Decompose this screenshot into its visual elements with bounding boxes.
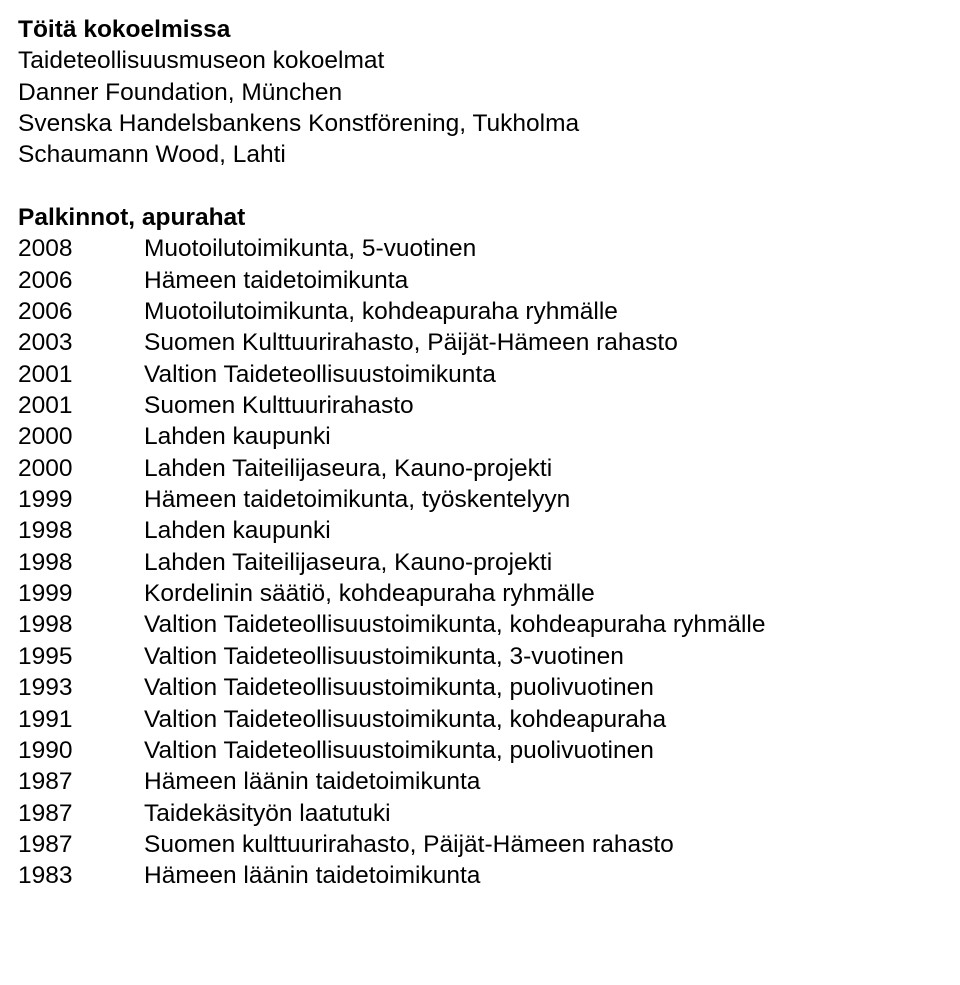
grants-year: 1995	[18, 641, 144, 672]
grants-desc: Valtion Taideteollisuustoimikunta	[144, 359, 496, 390]
grants-year: 2006	[18, 296, 144, 327]
grants-desc: Lahden Taiteilijaseura, Kauno-projekti	[144, 453, 552, 484]
grants-year: 2008	[18, 233, 144, 264]
grants-desc: Valtion Taideteollisuustoimikunta, puoli…	[144, 735, 654, 766]
grants-row: 2000Lahden Taiteilijaseura, Kauno-projek…	[18, 453, 942, 484]
grants-year: 2001	[18, 390, 144, 421]
grants-row: 1999Kordelinin säätiö, kohdeapuraha ryhm…	[18, 578, 942, 609]
grants-row: 1991Valtion Taideteollisuustoimikunta, k…	[18, 704, 942, 735]
grants-row: 2006Muotoilutoimikunta, kohdeapuraha ryh…	[18, 296, 942, 327]
grants-row: 2001Valtion Taideteollisuustoimikunta	[18, 359, 942, 390]
grants-year: 1987	[18, 766, 144, 797]
grants-desc: Valtion Taideteollisuustoimikunta, kohde…	[144, 609, 766, 640]
grants-year: 1998	[18, 547, 144, 578]
grants-desc: Muotoilutoimikunta, kohdeapuraha ryhmäll…	[144, 296, 618, 327]
grants-row: 2008Muotoilutoimikunta, 5-vuotinen	[18, 233, 942, 264]
grants-row: 2006Hämeen taidetoimikunta	[18, 265, 942, 296]
grants-row: 1995Valtion Taideteollisuustoimikunta, 3…	[18, 641, 942, 672]
grants-year: 1993	[18, 672, 144, 703]
grants-desc: Lahden kaupunki	[144, 421, 331, 452]
grants-row: 2001Suomen Kulttuurirahasto	[18, 390, 942, 421]
grants-desc: Kordelinin säätiö, kohdeapuraha ryhmälle	[144, 578, 595, 609]
grants-year: 2003	[18, 327, 144, 358]
grants-year: 1987	[18, 829, 144, 860]
collections-line: Danner Foundation, München	[18, 77, 942, 108]
grants-row: 1990Valtion Taideteollisuustoimikunta, p…	[18, 735, 942, 766]
grants-row: 1987Hämeen läänin taidetoimikunta	[18, 766, 942, 797]
collections-heading: Töitä kokoelmissa	[18, 14, 942, 45]
grants-year: 1991	[18, 704, 144, 735]
grants-year: 1990	[18, 735, 144, 766]
grants-desc: Valtion Taideteollisuustoimikunta, puoli…	[144, 672, 654, 703]
grants-row: 1987Suomen kulttuurirahasto, Päijät-Häme…	[18, 829, 942, 860]
grants-row: 1993Valtion Taideteollisuustoimikunta, p…	[18, 672, 942, 703]
grants-year: 1987	[18, 798, 144, 829]
grants-year: 1999	[18, 484, 144, 515]
grants-desc: Taidekäsityön laatutuki	[144, 798, 391, 829]
grants-year: 1998	[18, 515, 144, 546]
grants-desc: Valtion Taideteollisuustoimikunta, 3-vuo…	[144, 641, 624, 672]
grants-year: 2001	[18, 359, 144, 390]
grants-row: 1998Valtion Taideteollisuustoimikunta, k…	[18, 609, 942, 640]
grants-desc: Hämeen läänin taidetoimikunta	[144, 860, 480, 891]
grants-year: 1999	[18, 578, 144, 609]
collections-line: Svenska Handelsbankens Konstförening, Tu…	[18, 108, 942, 139]
grants-row: 1998Lahden kaupunki	[18, 515, 942, 546]
grants-desc: Hämeen taidetoimikunta, työskentelyyn	[144, 484, 570, 515]
grants-row: 1999Hämeen taidetoimikunta, työskentelyy…	[18, 484, 942, 515]
grants-year: 1983	[18, 860, 144, 891]
grants-row: 1998Lahden Taiteilijaseura, Kauno-projek…	[18, 547, 942, 578]
grants-desc: Suomen Kulttuurirahasto	[144, 390, 414, 421]
grants-row: 2003Suomen Kulttuurirahasto, Päijät-Häme…	[18, 327, 942, 358]
grants-desc: Lahden kaupunki	[144, 515, 331, 546]
grants-year: 2000	[18, 421, 144, 452]
grants-year: 2006	[18, 265, 144, 296]
grants-row: 1987Taidekäsityön laatutuki	[18, 798, 942, 829]
grants-row: 2000Lahden kaupunki	[18, 421, 942, 452]
grants-desc: Suomen Kulttuurirahasto, Päijät-Hämeen r…	[144, 327, 678, 358]
grants-desc: Hämeen taidetoimikunta	[144, 265, 408, 296]
collections-line: Taideteollisuusmuseon kokoelmat	[18, 45, 942, 76]
grants-desc: Hämeen läänin taidetoimikunta	[144, 766, 480, 797]
grants-row: 1983Hämeen läänin taidetoimikunta	[18, 860, 942, 891]
grants-desc: Suomen kulttuurirahasto, Päijät-Hämeen r…	[144, 829, 674, 860]
grants-table: 2008Muotoilutoimikunta, 5-vuotinen2006Hä…	[18, 233, 942, 892]
section-spacer	[18, 171, 942, 202]
grants-desc: Valtion Taideteollisuustoimikunta, kohde…	[144, 704, 666, 735]
grants-year: 1998	[18, 609, 144, 640]
grants-heading: Palkinnot, apurahat	[18, 202, 942, 233]
grants-desc: Muotoilutoimikunta, 5-vuotinen	[144, 233, 476, 264]
collections-line: Schaumann Wood, Lahti	[18, 139, 942, 170]
grants-year: 2000	[18, 453, 144, 484]
grants-desc: Lahden Taiteilijaseura, Kauno-projekti	[144, 547, 552, 578]
